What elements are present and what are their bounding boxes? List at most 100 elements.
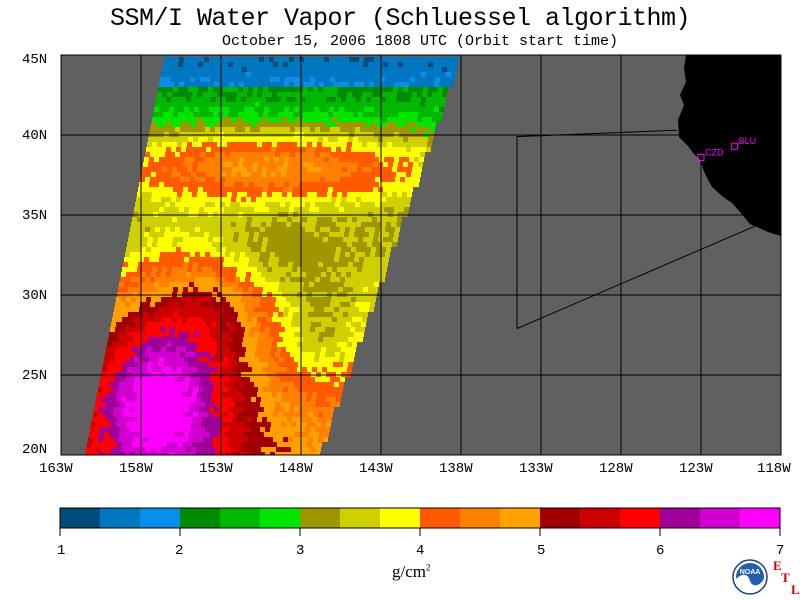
swath-cell (243, 412, 248, 417)
swath-cell (295, 352, 300, 357)
swath-cell (328, 87, 333, 92)
colorbar-tick-4: 4 (416, 543, 425, 559)
swath-cell (229, 432, 234, 437)
swath-cell (405, 152, 410, 157)
swath-cell (316, 247, 321, 252)
swath-cell (285, 252, 290, 257)
swath-cell (148, 287, 153, 292)
swath-cell (176, 122, 181, 127)
swath-cell (208, 87, 213, 92)
swath-cell (199, 207, 204, 212)
swath-cell (236, 222, 241, 227)
colorbar-swatch (620, 508, 661, 528)
swath-cell (375, 202, 380, 207)
swath-cell (435, 102, 440, 107)
swath-cell (429, 57, 434, 62)
swath-cell (172, 117, 177, 122)
swath-cell (373, 112, 378, 117)
swath-cell (303, 312, 308, 317)
swath-cell (169, 182, 174, 187)
swath-cell (184, 282, 189, 287)
swath-cell (279, 432, 284, 437)
swath-cell (307, 267, 312, 272)
swath-cell (216, 97, 221, 102)
swath-cell (205, 377, 210, 382)
swath-cell (423, 62, 428, 67)
swath-cell (255, 152, 260, 157)
swath-cell (304, 307, 309, 312)
swath-cell (258, 312, 263, 317)
swath-cell (248, 87, 253, 92)
swath-cell (330, 202, 335, 207)
swath-cell (325, 152, 330, 157)
swath-cell (281, 272, 286, 277)
swath-cell (223, 337, 228, 342)
swath-cell (135, 452, 140, 455)
swath-cell (214, 232, 219, 237)
swath-cell (102, 367, 107, 372)
swath-cell (377, 267, 382, 272)
swath-cell (166, 322, 171, 327)
swath-cell (245, 152, 250, 157)
swath-cell (267, 142, 272, 147)
swath-cell (267, 417, 272, 422)
swath-cell (267, 242, 272, 247)
swath-cell (252, 242, 257, 247)
swath-cell (96, 422, 101, 427)
swath-cell (236, 447, 241, 452)
swath-cell (148, 412, 153, 417)
swath-cell (238, 112, 243, 117)
swath-cell (202, 317, 207, 322)
swath-cell (173, 62, 178, 67)
swath-cell (228, 162, 233, 167)
swath-cell (357, 92, 362, 97)
swath-cell (226, 97, 231, 102)
swath-cell (200, 102, 205, 107)
swath-cell (156, 272, 161, 277)
swath-cell (257, 267, 262, 272)
swath-cell (293, 137, 298, 142)
swath-cell (178, 362, 183, 367)
swath-cell (241, 247, 246, 252)
swath-cell (288, 237, 293, 242)
swath-cell (265, 327, 270, 332)
swath-cell (211, 322, 216, 327)
swath-cell (233, 137, 238, 142)
swath-cell (204, 307, 209, 312)
swath-cell (339, 82, 344, 87)
swath-cell (123, 412, 128, 417)
swath-cell (229, 232, 234, 237)
swath-cell (164, 432, 169, 437)
swath-cell (294, 382, 299, 387)
swath-cell (297, 192, 302, 197)
swath-cell (159, 382, 164, 387)
swath-cell (353, 237, 358, 242)
swath-cell (204, 357, 209, 362)
swath-cell (145, 427, 150, 432)
swath-cell (364, 82, 369, 87)
swath-cell (397, 117, 402, 122)
swath-cell (173, 387, 178, 392)
swath-cell (309, 382, 314, 387)
swath-cell (142, 317, 147, 322)
swath-cell (243, 437, 248, 442)
swath-cell (245, 102, 250, 107)
swath-cell (199, 82, 204, 87)
swath-cell (192, 167, 197, 172)
swath-cell (259, 107, 264, 112)
swath-cell (197, 417, 202, 422)
swath-cell (170, 327, 175, 332)
swath-cell (205, 102, 210, 107)
swath-cell (334, 157, 339, 162)
swath-cell (331, 172, 336, 177)
swath-cell (300, 177, 305, 182)
swath-cell (188, 112, 193, 117)
unit-exponent: 2 (426, 562, 431, 573)
swath-cell (143, 237, 148, 242)
swath-cell (325, 102, 330, 107)
swath-cell (282, 442, 287, 447)
swath-cell (277, 142, 282, 147)
swath-cell (322, 117, 327, 122)
swath-cell (449, 82, 454, 87)
swath-cell (265, 202, 270, 207)
